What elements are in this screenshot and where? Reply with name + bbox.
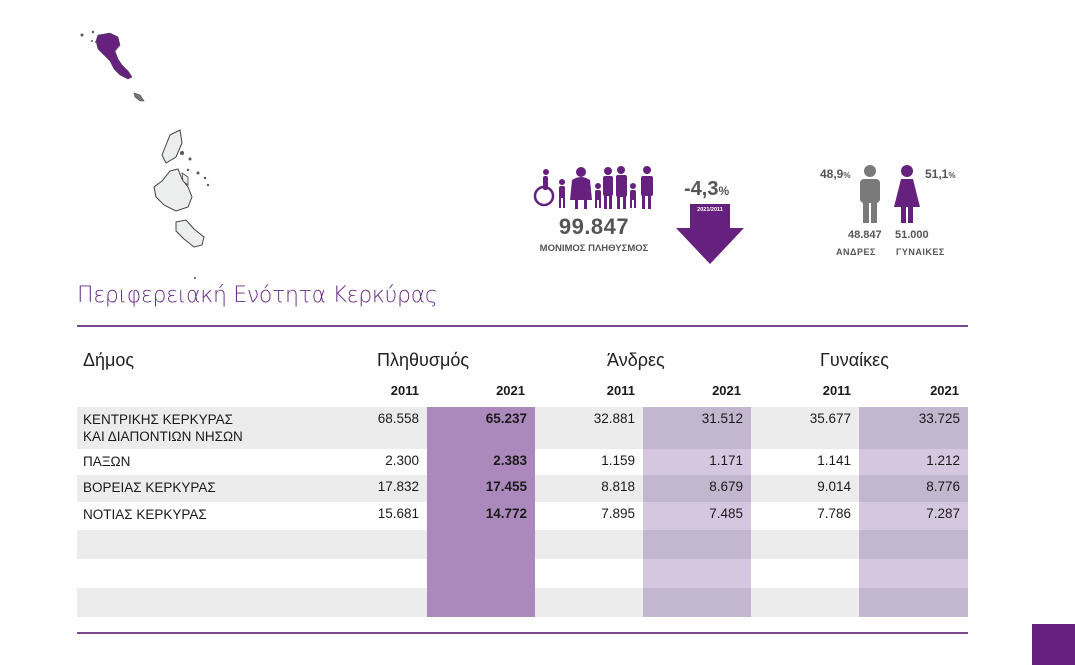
corfu-island [95, 32, 133, 80]
table-cell: 7.895 [601, 506, 635, 521]
gender-2021-column-fill [643, 530, 751, 559]
gender-2021-column-fill [859, 502, 968, 530]
table-cell: 8.776 [926, 479, 960, 494]
female-count: 51.000 [895, 229, 929, 241]
group-header-men: Άνδρες [607, 350, 665, 370]
change-unit: % [718, 184, 730, 198]
table-bottom-divider [77, 632, 968, 634]
population-label: ΜΟΝΙΜΟΣ ΠΛΗΘΥΣΜΟΣ [539, 243, 649, 254]
population-2021-column-fill [427, 588, 535, 617]
population-table: Δήμος Πληθυσμός Άνδρες Γυναίκες 2011 202… [77, 340, 968, 620]
gender-2021-column-fill [643, 449, 751, 475]
change-period: 2021/2011 [697, 207, 723, 213]
gender-2021-column-fill [859, 407, 968, 449]
table-cell: 17.455 [485, 479, 527, 494]
table-cell: 8.679 [709, 479, 743, 494]
col-municipality-header: Δήμος [83, 350, 135, 370]
female-label: ΓΥΝΑΙΚΕΣ [896, 247, 945, 257]
gender-2021-column-fill [643, 407, 751, 449]
population-2021-column-fill [427, 449, 535, 475]
population-change: -4,3% [684, 178, 729, 201]
percent-unit: % [843, 171, 851, 180]
year-header: 2011 [390, 383, 419, 398]
percent-unit: % [948, 171, 956, 180]
page-title: Περιφερειακή Ενότητα Κερκύρας [77, 283, 438, 308]
table-cell: 15.681 [377, 506, 419, 521]
regional-map-icon [80, 30, 210, 279]
municipality-name: ΚΕΝΤΡΙΚΗΣ ΚΕΡΚΥΡΑΣ ΚΑΙ ΔΙΑΠΟΝΤΙΩΝ ΝΗΣΩΝ [83, 411, 243, 445]
brand-corner-block [1032, 624, 1075, 665]
gender-2021-column-fill [859, 588, 968, 617]
municipality-name-line: ΝΟΤΙΑΣ ΚΕΡΚΥΡΑΣ [83, 507, 207, 522]
table-cell: 7.485 [709, 506, 743, 521]
year-header: 2011 [822, 383, 851, 398]
municipality-name-line: ΚΑΙ ΔΙΑΠΟΝΤΙΩΝ ΝΗΣΩΝ [83, 429, 243, 444]
table-row: ΝΟΤΙΑΣ ΚΕΡΚΥΡΑΣ 15.681 14.772 7.895 7.485 7.7… [77, 502, 968, 530]
empty-table-row [77, 530, 968, 559]
group-header-population: Πληθυσμός [377, 350, 470, 370]
female-percent: 51,1% [925, 167, 955, 181]
population-2021-column-fill [427, 559, 535, 588]
gender-2021-column-fill [643, 559, 751, 588]
year-header: 2021 [930, 383, 959, 398]
table-cell: 8.818 [601, 479, 635, 494]
municipality-name-line: ΠΑΞΩΝ [83, 454, 131, 469]
table-cell: 1.159 [601, 453, 635, 468]
table-cell: 1.212 [926, 453, 960, 468]
table-cell: 1.171 [709, 453, 743, 468]
table-cell: 65.237 [485, 411, 527, 426]
table-cell: 9.014 [817, 479, 851, 494]
population-2021-column-fill [427, 475, 535, 502]
gender-2021-column-fill [859, 530, 968, 559]
empty-table-row [77, 559, 968, 588]
table-cell: 35.677 [809, 411, 851, 426]
municipality-name-line: ΚΕΝΤΡΙΚΗΣ ΚΕΡΚΥΡΑΣ [83, 412, 233, 427]
male-percent: 48,9% [820, 167, 850, 181]
male-person-icon [860, 165, 880, 223]
table-cell: 33.725 [918, 411, 960, 426]
female-percent-value: 51,1 [925, 167, 949, 181]
year-header: 2021 [496, 383, 525, 398]
municipality-name: ΒΟΡΕΙΑΣ ΚΕΡΚΥΡΑΣ [83, 479, 216, 496]
gender-2021-column-fill [643, 502, 751, 530]
group-header-women: Γυναίκες [820, 350, 889, 370]
title-divider [77, 325, 968, 327]
table-cell: 1.141 [817, 453, 851, 468]
empty-table-row [77, 588, 968, 617]
population-2021-column-fill [427, 530, 535, 559]
table-row: ΒΟΡΕΙΑΣ ΚΕΡΚΥΡΑΣ 17.832 17.455 8.818 8.679 9.… [77, 475, 968, 502]
year-header: 2021 [712, 383, 741, 398]
gender-2021-column-fill [643, 475, 751, 502]
municipality-name: ΝΟΤΙΑΣ ΚΕΡΚΥΡΑΣ [83, 506, 207, 523]
change-value: -4,3 [684, 178, 719, 200]
population-2021-column-fill [427, 407, 535, 449]
male-count: 48.847 [848, 229, 882, 241]
male-percent-value: 48,9 [820, 167, 844, 181]
table-cell: 2.300 [385, 453, 419, 468]
table-cell: 32.881 [593, 411, 635, 426]
table-cell: 7.287 [926, 506, 960, 521]
table-cell: 17.832 [377, 479, 419, 494]
family-group-icon [533, 166, 653, 209]
municipality-name: ΠΑΞΩΝ [83, 453, 130, 470]
population-total: 99.847 [558, 214, 630, 239]
table-cell: 7.786 [817, 506, 851, 521]
down-arrow-icon [676, 204, 744, 264]
municipality-name-line: ΒΟΡΕΙΑΣ ΚΕΡΚΥΡΑΣ [83, 480, 216, 495]
table-cell: 68.558 [377, 411, 419, 426]
table-row: ΚΕΝΤΡΙΚΗΣ ΚΕΡΚΥΡΑΣ ΚΑΙ ΔΙΑΠΟΝΤΙΩΝ ΝΗΣΩΝ 68… [77, 407, 968, 449]
male-label: ΑΝΔΡΕΣ [836, 247, 876, 257]
table-cell: 14.772 [485, 506, 527, 521]
year-header: 2011 [606, 383, 635, 398]
table-cell: 2.383 [493, 453, 527, 468]
female-person-icon [894, 165, 920, 223]
population-2021-column-fill [427, 502, 535, 530]
gender-2021-column-fill [859, 559, 968, 588]
gender-2021-column-fill [643, 588, 751, 617]
gender-2021-column-fill [859, 475, 968, 502]
table-row: ΠΑΞΩΝ 2.300 2.383 1.159 1.171 1.141 1.212 [77, 449, 968, 475]
gender-2021-column-fill [859, 449, 968, 475]
table-cell: 31.512 [701, 411, 743, 426]
